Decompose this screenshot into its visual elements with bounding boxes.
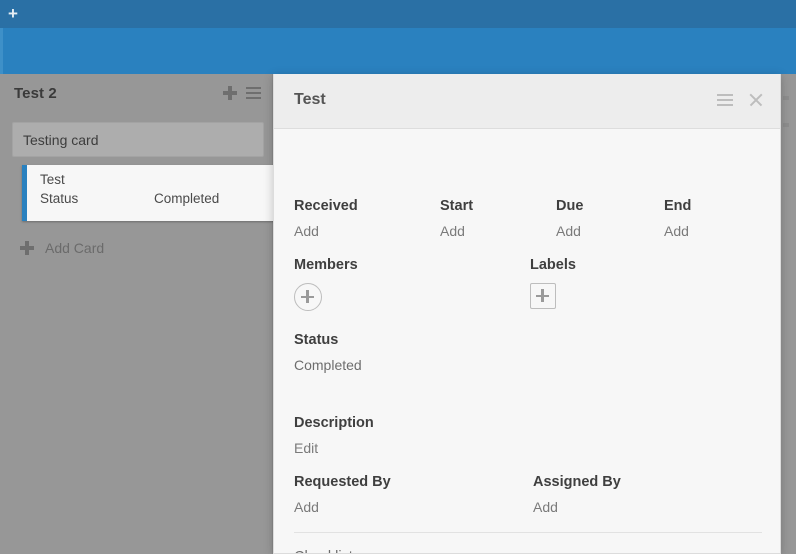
list-column-next[interactable] [781, 74, 796, 554]
board-card-status-value: Completed [154, 191, 220, 206]
date-field-start: Start Add [440, 197, 473, 240]
status-value[interactable]: Completed [294, 357, 362, 373]
card-detail-title: Test [294, 91, 326, 108]
card-detail-actions [717, 93, 763, 107]
card-detail-modal: Test Received Add Start Add [273, 74, 781, 554]
description-edit-link[interactable]: Edit [294, 440, 319, 456]
checklists-section: Checklists Add Checklist... [294, 548, 407, 553]
board-card-title: Test [40, 172, 65, 187]
date-field-received: Received Add [294, 197, 358, 240]
list-column-test-2: Test 2 Test Status Completed Add Card [0, 74, 282, 554]
date-received-label: Received [294, 198, 358, 214]
date-end-value[interactable]: Add [664, 223, 689, 239]
checklists-label: Checklists [294, 548, 407, 553]
description-field: Description Edit [294, 414, 374, 457]
date-received-value[interactable]: Add [294, 223, 319, 239]
new-card-input[interactable] [12, 122, 264, 157]
list-menu-hamburger-icon[interactable] [246, 87, 261, 99]
app-top-bar: + [0, 0, 796, 28]
close-icon[interactable] [749, 93, 763, 107]
next-column-stub-2 [783, 123, 789, 127]
assigned-by-field: Assigned By Add [533, 473, 621, 516]
card-detail-body: Received Add Start Add Due Add End Add [274, 129, 780, 553]
labels-label: Labels [530, 257, 576, 273]
requested-by-field: Requested By Add [294, 473, 391, 516]
board-card-status-label: Status [40, 191, 79, 206]
date-start-label: Start [440, 198, 474, 214]
date-end-label: End [664, 198, 692, 214]
date-start-value[interactable]: Add [440, 223, 465, 239]
card-detail-header: Test [274, 74, 780, 129]
list-header-actions [223, 86, 261, 100]
requested-by-label: Requested By [294, 474, 391, 490]
add-card-label: Add Card [45, 240, 105, 256]
sub-bar-notch [0, 28, 3, 74]
card-menu-hamburger-icon[interactable] [717, 93, 733, 107]
date-due-value[interactable]: Add [556, 223, 581, 239]
list-header: Test 2 [0, 74, 273, 114]
labels-field: Labels [530, 256, 576, 309]
section-divider-top [294, 532, 762, 533]
date-field-end: End Add [664, 197, 691, 240]
date-due-label: Due [556, 198, 584, 214]
assigned-by-label: Assigned By [533, 474, 621, 490]
status-label: Status [294, 332, 339, 348]
date-field-due: Due Add [556, 197, 583, 240]
assigned-by-value[interactable]: Add [533, 499, 558, 515]
add-card-button[interactable]: Add Card [20, 240, 104, 256]
board-card-test[interactable]: Test Status Completed [22, 165, 282, 221]
dates-row: Received Add Start Add Due Add End Add [274, 197, 780, 245]
members-label: Members [294, 257, 358, 273]
add-label-icon[interactable] [530, 283, 556, 309]
next-column-stub-1 [783, 96, 789, 100]
app-sub-bar [0, 28, 796, 74]
status-field: Status Completed [294, 331, 362, 374]
add-board-icon[interactable]: + [8, 4, 18, 23]
members-field: Members [294, 256, 358, 311]
list-title: Test 2 [14, 85, 57, 102]
add-member-icon[interactable] [294, 283, 322, 311]
description-label: Description [294, 415, 374, 431]
requested-by-value[interactable]: Add [294, 499, 319, 515]
add-card-icon [20, 241, 34, 255]
add-card-plus-icon[interactable] [223, 86, 237, 100]
